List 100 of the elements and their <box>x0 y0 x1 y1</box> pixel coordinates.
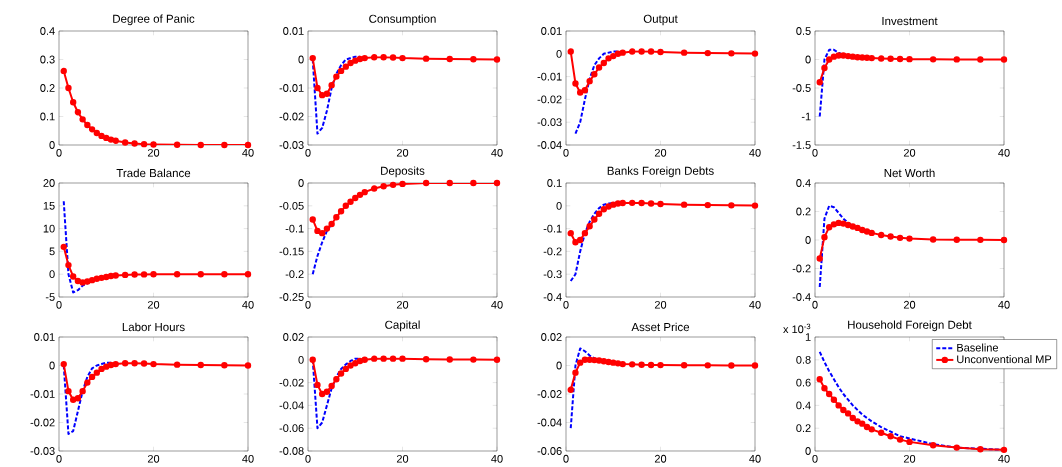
point <box>107 361 115 369</box>
point <box>821 64 828 72</box>
y-tick-label: -0.4 <box>792 293 811 301</box>
point <box>877 55 885 62</box>
x-tick-label: 20 <box>147 300 160 309</box>
point <box>896 234 904 242</box>
point <box>586 356 593 364</box>
point <box>93 275 100 282</box>
y-tick-label: -0.3 <box>543 270 562 279</box>
y-tick-label: 0.01 <box>283 27 304 35</box>
point <box>370 185 378 192</box>
point <box>567 386 574 393</box>
y-tick-label: 0 <box>298 55 304 64</box>
point <box>173 141 181 148</box>
point <box>638 361 645 368</box>
point <box>953 236 960 243</box>
point <box>614 50 622 58</box>
y-tick-label: 0 <box>49 270 55 279</box>
point <box>150 141 157 148</box>
point <box>977 446 984 453</box>
point <box>854 224 861 232</box>
point <box>98 274 105 282</box>
x-tick-label: 20 <box>396 300 409 309</box>
point <box>347 198 354 205</box>
x-tick-label: 0 <box>812 148 818 157</box>
point <box>84 278 91 285</box>
point <box>816 375 823 383</box>
point <box>309 216 316 223</box>
point <box>244 141 252 149</box>
point <box>197 271 204 278</box>
point <box>470 356 477 363</box>
point <box>704 201 711 209</box>
point <box>347 59 354 67</box>
point <box>600 206 608 213</box>
point <box>361 54 368 62</box>
point <box>728 362 735 369</box>
point <box>121 139 129 146</box>
point <box>849 414 857 422</box>
x-tick-label: 40 <box>998 300 1010 309</box>
point <box>576 236 584 244</box>
y-tick-label: 0 <box>556 49 562 58</box>
point <box>840 52 847 59</box>
x-tick-label: 20 <box>903 454 916 463</box>
chart-title: Consumption <box>369 14 436 26</box>
point <box>318 91 326 99</box>
point <box>150 271 157 278</box>
point <box>103 273 110 281</box>
point <box>328 220 335 228</box>
point <box>131 360 138 367</box>
point <box>389 181 397 189</box>
y-tick-label: 1 <box>805 333 811 341</box>
point <box>74 277 82 285</box>
point <box>309 54 316 62</box>
y-tick-label: 0.1 <box>40 112 55 121</box>
y-tick-label: -5 <box>45 293 55 301</box>
point <box>323 225 331 232</box>
point <box>977 56 984 63</box>
y-tick-label: 0 <box>298 179 304 187</box>
y-tick-label: 0 <box>805 236 811 244</box>
point <box>333 73 340 80</box>
point <box>728 202 735 209</box>
point <box>493 56 501 63</box>
y-tick-label: -0.06 <box>537 447 562 455</box>
point <box>581 356 589 364</box>
point <box>816 255 823 262</box>
point <box>140 271 148 278</box>
x-tick-label: 40 <box>491 148 503 157</box>
point <box>399 54 406 62</box>
point <box>887 432 894 440</box>
x-tick-label: 0 <box>56 300 62 309</box>
point <box>657 48 664 56</box>
point <box>323 90 331 97</box>
chart-title: Deposits <box>381 166 425 178</box>
point <box>314 381 321 389</box>
y-tick-label: -0.5 <box>792 84 811 92</box>
point <box>591 356 598 364</box>
point <box>835 402 842 409</box>
point <box>244 362 252 369</box>
chart-title: Output <box>643 14 678 26</box>
point <box>342 365 350 373</box>
point <box>79 387 86 395</box>
point <box>844 221 852 229</box>
point <box>581 87 589 94</box>
x-tick-label: 40 <box>242 454 254 463</box>
point <box>600 59 608 67</box>
y-tick-label: 5 <box>49 247 55 256</box>
point <box>854 54 861 61</box>
y-tick-label: -0.01 <box>537 72 562 81</box>
x-tick-label: 40 <box>998 454 1010 463</box>
point <box>835 52 842 59</box>
point <box>906 235 913 242</box>
point <box>830 221 838 228</box>
point <box>614 360 622 367</box>
y-tick-label: -0.08 <box>279 447 304 455</box>
x-tick-label: 0 <box>56 148 62 157</box>
y-tick-label: 0.2 <box>40 84 55 92</box>
chart-title: Household Foreign Debt <box>848 320 972 332</box>
point <box>380 183 387 190</box>
point <box>342 202 350 210</box>
y-tick-label: -1 <box>801 112 811 121</box>
